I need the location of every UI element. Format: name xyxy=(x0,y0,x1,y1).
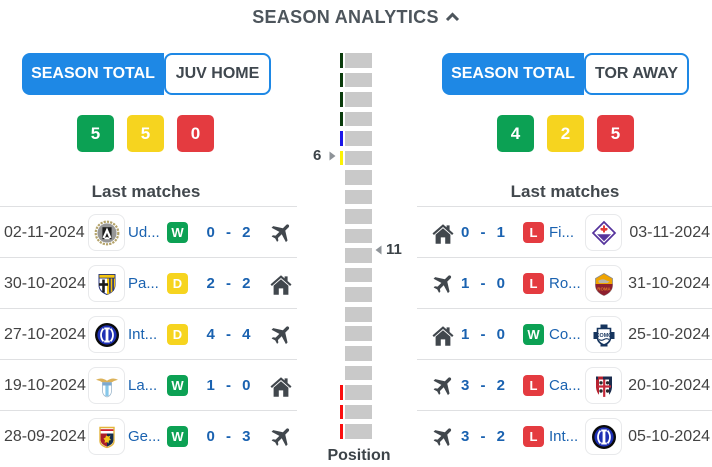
svg-text:ROMA: ROMA xyxy=(597,286,611,291)
svg-text:COMO: COMO xyxy=(595,333,612,339)
